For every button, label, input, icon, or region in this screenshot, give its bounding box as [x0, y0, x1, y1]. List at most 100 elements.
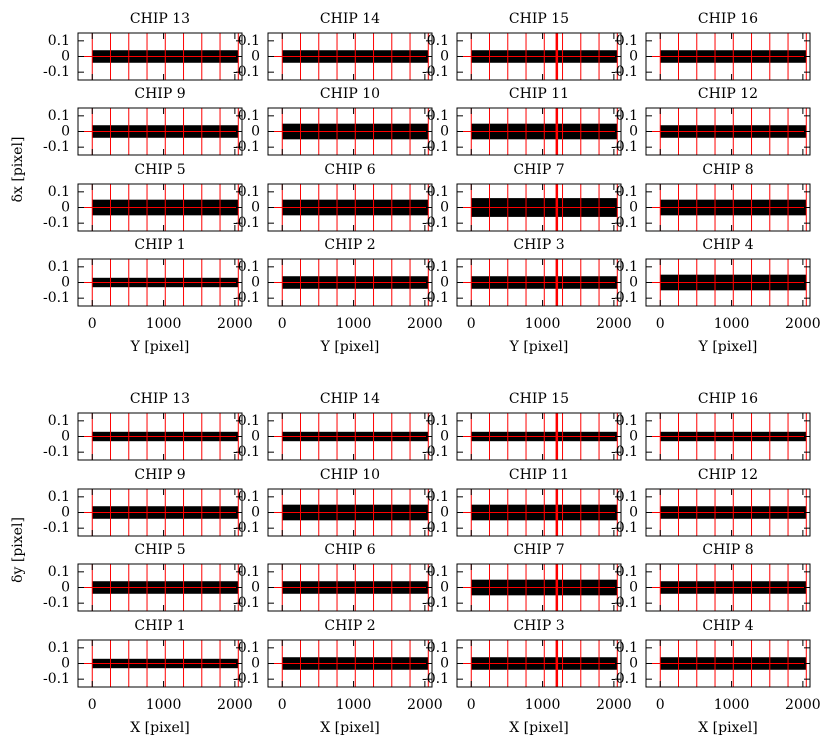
y-tick-label: -0.1: [611, 215, 638, 231]
y-tick-label: -0.1: [422, 671, 449, 687]
y-tick-label: 0: [61, 429, 70, 445]
panel-title: CHIP 2: [324, 618, 375, 634]
x-tick-label: 1000: [146, 316, 182, 332]
x-axis-label: Y [pixel]: [509, 339, 569, 355]
panel-title: CHIP 1: [134, 237, 185, 253]
panel-title: CHIP 5: [134, 542, 185, 558]
panel-title: CHIP 9: [134, 86, 185, 102]
y-tick-label: -0.1: [43, 64, 70, 80]
y-tick-label: 0.1: [616, 489, 638, 505]
y-tick-label: 0: [61, 656, 70, 672]
y-tick-label: 0: [251, 429, 260, 445]
y-tick-label: 0.1: [427, 108, 449, 124]
x-tick-label: 1000: [714, 316, 750, 332]
y-tick-label: 0.1: [48, 33, 70, 49]
y-tick-label: -0.1: [43, 139, 70, 155]
y-tick-label: -0.1: [233, 595, 260, 611]
y-tick-label: 0: [251, 275, 260, 291]
panel-title: CHIP 2: [324, 237, 375, 253]
y-tick-label: 0: [251, 49, 260, 65]
y-tick-label: 0: [440, 505, 449, 521]
y-tick-label: -0.1: [43, 595, 70, 611]
panel-title: CHIP 9: [134, 467, 185, 483]
y-tick-label: -0.1: [233, 64, 260, 80]
x-tick-label: 0: [278, 316, 287, 332]
x-tick-label: 2000: [785, 697, 821, 713]
y-tick-label: -0.1: [43, 520, 70, 536]
y-tick-label: 0.1: [616, 108, 638, 124]
y-tick-label: 0.1: [238, 413, 260, 429]
x-tick-label: 0: [278, 697, 287, 713]
panel-title: CHIP 5: [134, 162, 185, 178]
y-tick-label: 0: [629, 124, 638, 140]
panel-title: CHIP 15: [509, 11, 569, 27]
panel-title: CHIP 14: [320, 11, 380, 27]
x-tick-label: 1000: [525, 697, 561, 713]
y-tick-label: 0.1: [238, 33, 260, 49]
y-tick-label: 0: [440, 580, 449, 596]
y-tick-label: 0.1: [616, 640, 638, 656]
y-tick-label: -0.1: [422, 64, 449, 80]
panel-title: CHIP 15: [509, 391, 569, 407]
y-tick-label: 0: [440, 429, 449, 445]
y-tick-label: -0.1: [43, 671, 70, 687]
y-tick-label: 0.1: [48, 259, 70, 275]
panel-title: CHIP 11: [509, 467, 569, 483]
x-tick-label: 0: [467, 697, 476, 713]
x-tick-label: 1000: [336, 316, 372, 332]
panel-title: CHIP 11: [509, 86, 569, 102]
y-tick-label: 0.1: [616, 184, 638, 200]
y-tick-label: 0.1: [48, 489, 70, 505]
panel-title: CHIP 16: [698, 391, 758, 407]
y-tick-label: -0.1: [422, 520, 449, 536]
panel-title: CHIP 1: [134, 618, 185, 634]
x-axis-label: Y [pixel]: [130, 339, 190, 355]
x-tick-label: 1000: [336, 697, 372, 713]
y-axis-label: δx [pixel]: [10, 137, 26, 203]
panel-title: CHIP 10: [320, 467, 380, 483]
y-tick-label: 0.1: [427, 564, 449, 580]
x-tick-label: 2000: [217, 316, 253, 332]
y-tick-label: -0.1: [233, 215, 260, 231]
y-tick-label: -0.1: [233, 444, 260, 460]
x-tick-label: 2000: [596, 697, 632, 713]
y-tick-label: -0.1: [233, 520, 260, 536]
y-tick-label: -0.1: [611, 595, 638, 611]
x-axis-label: Y [pixel]: [320, 339, 380, 355]
y-tick-label: -0.1: [422, 215, 449, 231]
y-tick-label: 0: [440, 275, 449, 291]
y-tick-label: 0.1: [238, 184, 260, 200]
y-tick-label: 0.1: [48, 640, 70, 656]
y-tick-label: -0.1: [422, 595, 449, 611]
y-tick-label: 0: [251, 580, 260, 596]
panel-title: CHIP 7: [513, 542, 564, 558]
x-tick-label: 1000: [146, 697, 182, 713]
x-tick-label: 0: [656, 316, 665, 332]
panel-title: CHIP 13: [130, 391, 190, 407]
x-tick-label: 0: [656, 697, 665, 713]
y-tick-label: 0: [251, 124, 260, 140]
y-tick-label: 0: [61, 49, 70, 65]
panel-title: CHIP 6: [324, 542, 375, 558]
y-tick-label: 0: [61, 580, 70, 596]
panel-title: CHIP 4: [702, 618, 753, 634]
y-tick-label: 0.1: [616, 413, 638, 429]
x-tick-label: 2000: [407, 697, 443, 713]
y-tick-label: 0: [251, 656, 260, 672]
x-axis-label: X [pixel]: [509, 720, 568, 736]
y-tick-label: 0: [61, 505, 70, 521]
panel-title: CHIP 14: [320, 391, 380, 407]
y-tick-label: -0.1: [43, 444, 70, 460]
x-tick-label: 2000: [596, 316, 632, 332]
y-tick-label: 0.1: [48, 564, 70, 580]
y-tick-label: 0.1: [427, 259, 449, 275]
y-tick-label: 0.1: [616, 33, 638, 49]
x-tick-label: 0: [467, 316, 476, 332]
y-tick-label: 0.1: [48, 108, 70, 124]
y-tick-label: 0.1: [238, 259, 260, 275]
x-axis-label: Y [pixel]: [698, 339, 758, 355]
y-tick-label: -0.1: [233, 290, 260, 306]
x-tick-label: 2000: [217, 697, 253, 713]
y-tick-label: -0.1: [611, 64, 638, 80]
